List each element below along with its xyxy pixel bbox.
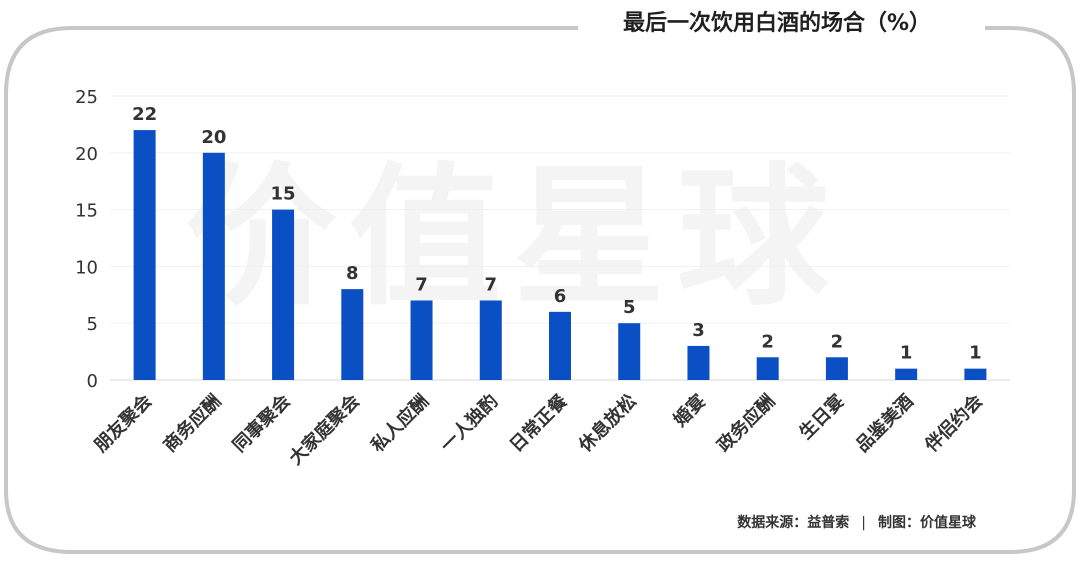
- footer: 数据来源：益普索 | 制图：价值星球: [737, 512, 976, 532]
- bars: [133, 130, 987, 380]
- bar: [479, 300, 502, 380]
- category-label: 婚宴: [669, 390, 710, 431]
- data-label: 2: [761, 331, 774, 352]
- category-labels: 朋友聚会 商务应酬 同事聚会大家庭聚会 私人应酬 一人独酌 日常正餐 休息放松 婚宴 政务应酬生…: [90, 389, 987, 469]
- y-tick-label: 15: [75, 201, 98, 222]
- bar: [549, 311, 571, 380]
- y-axis-ticks: 0 5 10 15 20 25: [75, 87, 98, 392]
- data-label: 8: [346, 263, 359, 284]
- y-tick-label: 20: [75, 144, 98, 165]
- data-label: 5: [623, 297, 636, 318]
- source-note: 数据来源：益普索: [737, 515, 850, 531]
- bar: [202, 152, 225, 380]
- data-label: 2: [831, 331, 844, 352]
- bar: [687, 345, 710, 380]
- y-tick-label: 10: [75, 257, 98, 278]
- bar: [341, 289, 364, 380]
- bar: [756, 357, 779, 380]
- y-tick-label: 0: [87, 371, 98, 392]
- category-label: 生日宴: [795, 390, 849, 444]
- category-label: 休息放松: [574, 390, 641, 457]
- category-label: 私人应酬: [367, 390, 433, 456]
- bar: [133, 130, 156, 380]
- category-label: 一人独酌: [436, 390, 502, 456]
- bar: [825, 357, 848, 380]
- bar: [618, 323, 641, 380]
- category-label: 伴侣约会: [920, 390, 987, 457]
- bar: [272, 209, 295, 380]
- footer-separator: |: [861, 515, 866, 531]
- data-label: 1: [969, 343, 982, 364]
- data-label: 1: [900, 343, 913, 364]
- bar: [895, 368, 918, 380]
- data-label: 6: [554, 286, 567, 307]
- bar: [964, 368, 987, 380]
- category-label: 大家庭聚会: [285, 390, 364, 469]
- credit-note: 制图：价值星球: [878, 515, 976, 531]
- data-label: 7: [485, 274, 498, 295]
- category-label: 同事聚会: [228, 390, 294, 456]
- category-label: 朋友聚会: [90, 390, 156, 456]
- y-tick-label: 5: [87, 314, 98, 335]
- category-label: 商务应酬: [159, 390, 225, 456]
- category-label: 政务应酬: [713, 390, 779, 456]
- data-label: 3: [692, 320, 705, 341]
- category-label: 日常正餐: [505, 389, 572, 456]
- data-label: 22: [132, 104, 157, 125]
- data-label: 15: [271, 184, 296, 205]
- data-label: 20: [201, 127, 226, 148]
- bar: [410, 300, 433, 380]
- data-label: 7: [415, 274, 428, 295]
- y-tick-label: 25: [75, 87, 98, 108]
- rounded-border: [3, 26, 1076, 554]
- category-label: 品鉴美酒: [851, 390, 917, 456]
- chart-title: 最后一次饮用白酒的场合（%）: [578, 4, 976, 44]
